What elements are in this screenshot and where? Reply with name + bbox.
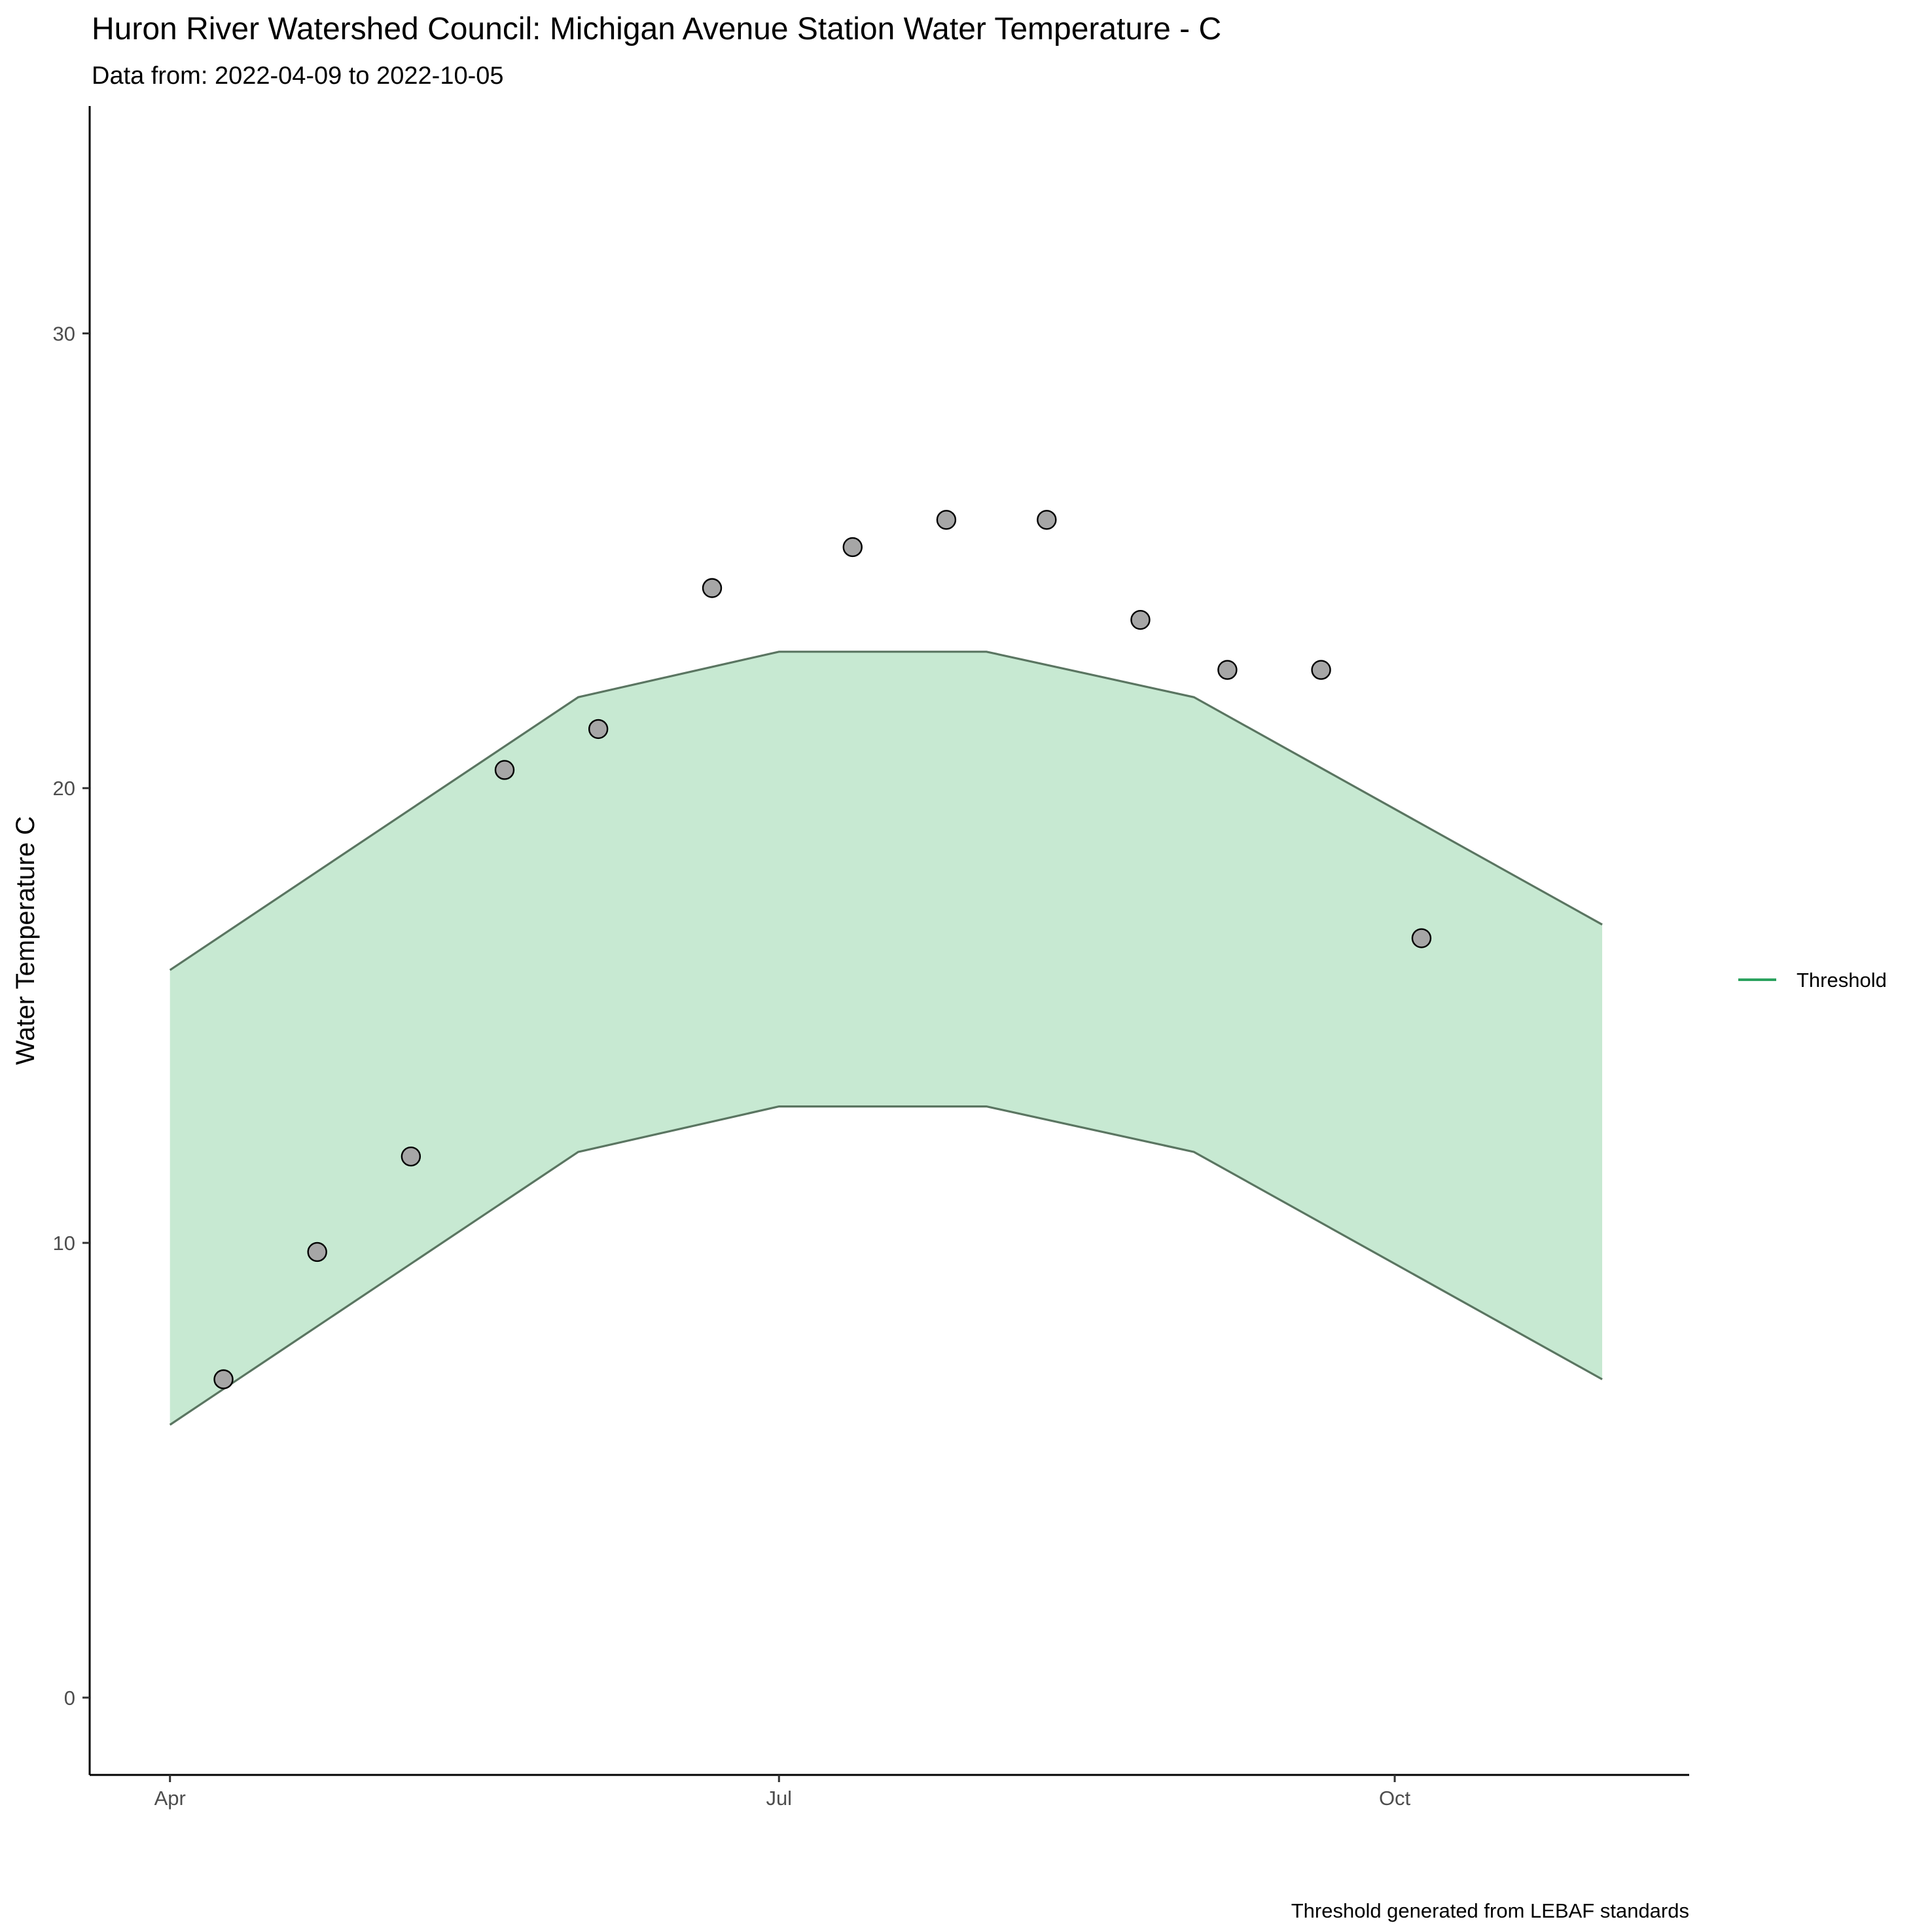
threshold-upper-line — [169, 651, 1603, 971]
y-axis-ticks: 0 10 20 30 — [53, 322, 90, 1709]
data-point — [494, 760, 515, 780]
y-tick-label: 10 — [53, 1232, 75, 1255]
legend-label-threshold: Threshold — [1797, 969, 1887, 992]
data-point — [702, 578, 723, 598]
axes — [88, 106, 1689, 1776]
x-axis-ticks: Apr Jul Oct — [154, 1775, 1411, 1810]
data-point — [213, 1369, 234, 1389]
threshold-band — [169, 651, 1603, 1426]
data-point — [842, 537, 863, 558]
data-point — [1130, 609, 1151, 630]
chart-subtitle: Data from: 2022-04-09 to 2022-10-05 — [92, 62, 504, 90]
data-point — [1217, 660, 1238, 680]
data-point — [1037, 510, 1057, 530]
y-axis-title: Water Temperature C — [11, 816, 40, 1065]
chart-title: Huron River Watershed Council: Michigan … — [92, 12, 1221, 46]
data-point — [307, 1242, 327, 1262]
data-point — [1311, 660, 1331, 680]
x-tick-label: Oct — [1379, 1787, 1411, 1810]
chart-caption: Threshold generated from LEBAF standards — [1291, 1899, 1689, 1922]
x-tick-label: Apr — [154, 1787, 186, 1810]
data-point — [936, 510, 957, 530]
legend: Threshold — [1738, 969, 1887, 992]
data-point — [401, 1146, 421, 1167]
x-tick-label: Jul — [766, 1787, 792, 1810]
data-point — [1411, 928, 1432, 948]
data-point — [588, 719, 609, 740]
data-points — [213, 510, 1432, 1389]
y-tick-label: 30 — [53, 322, 75, 345]
y-tick-label: 0 — [64, 1687, 75, 1709]
threshold-lower-line — [169, 1105, 1603, 1426]
y-tick-label: 20 — [53, 777, 75, 800]
threshold-band-area — [170, 651, 1603, 1425]
